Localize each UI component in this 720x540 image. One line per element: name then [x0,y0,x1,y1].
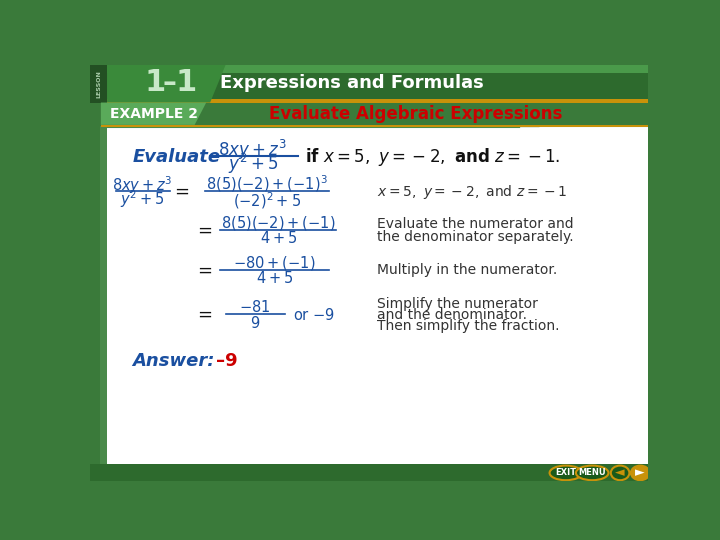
Text: =: = [197,306,212,324]
Text: $9$: $9$ [250,315,260,330]
Text: if $x = 5,\ y = -2,$ and $z = -1.$: if $x = 5,\ y = -2,$ and $z = -1.$ [305,146,560,168]
Text: MENU: MENU [578,468,606,477]
Text: $-81$: $-81$ [239,299,271,315]
Text: Then simplify the fraction.: Then simplify the fraction. [377,319,559,333]
Ellipse shape [631,465,649,480]
FancyBboxPatch shape [90,65,648,100]
Text: LESSON: LESSON [96,70,101,98]
Polygon shape [524,127,648,467]
FancyBboxPatch shape [90,467,648,481]
Text: $8(5)(-2)+(-1)$: $8(5)(-2)+(-1)$ [221,214,336,232]
FancyBboxPatch shape [90,99,648,103]
Text: $y^2 + 5$: $y^2 + 5$ [120,188,165,210]
FancyBboxPatch shape [101,127,107,467]
Polygon shape [107,65,225,103]
FancyBboxPatch shape [101,127,628,467]
Text: Multiply in the numerator.: Multiply in the numerator. [377,264,557,278]
FancyBboxPatch shape [101,125,648,127]
Text: $-80+(-1)$: $-80+(-1)$ [233,254,315,272]
Polygon shape [520,127,648,464]
Text: $\mathbf{1}$: $\mathbf{1}$ [144,68,166,97]
Text: $y^2 + 5$: $y^2 + 5$ [228,152,278,176]
Text: $\mathbf{1}$: $\mathbf{1}$ [175,68,197,97]
Ellipse shape [549,465,582,480]
Text: $4 + 5$: $4 + 5$ [260,230,297,246]
Text: $8(5)(-2)+(-1)^3$: $8(5)(-2)+(-1)^3$ [206,173,328,194]
Text: $(-2)^2 + 5$: $(-2)^2 + 5$ [233,190,301,211]
Text: Simplify the numerator: Simplify the numerator [377,297,538,311]
Text: ►: ► [636,467,645,480]
Text: and the denominator.: and the denominator. [377,308,527,322]
Text: $4 + 5$: $4 + 5$ [256,270,293,286]
Ellipse shape [611,465,629,480]
Text: EXIT: EXIT [555,468,576,477]
Text: the denominator separately.: the denominator separately. [377,230,573,244]
Text: ◄: ◄ [616,467,625,480]
FancyBboxPatch shape [101,103,648,125]
Text: Evaluate Algebraic Expressions: Evaluate Algebraic Expressions [269,105,562,123]
Text: $x = 5,\ y = -2,$ and $z = -1$: $x = 5,\ y = -2,$ and $z = -1$ [377,183,567,201]
Text: =: = [197,221,212,239]
FancyBboxPatch shape [90,65,648,72]
Text: EXAMPLE 2: EXAMPLE 2 [109,107,197,121]
Text: Evaluate the numerator and: Evaluate the numerator and [377,217,573,231]
Polygon shape [101,103,206,125]
Text: Expressions and Formulas: Expressions and Formulas [220,73,484,91]
FancyBboxPatch shape [90,464,648,467]
Text: $8xy + z^3$: $8xy + z^3$ [112,174,173,196]
Text: =: = [197,261,212,279]
Text: –: – [162,69,176,97]
Text: =: = [174,183,189,201]
FancyBboxPatch shape [90,464,648,481]
Text: Evaluate: Evaluate [132,148,221,166]
Text: Answer:: Answer: [132,352,215,370]
Text: or $-9$: or $-9$ [293,307,336,323]
Ellipse shape [576,465,608,480]
FancyBboxPatch shape [90,65,107,103]
Text: $8xy + z^3$: $8xy + z^3$ [218,138,287,163]
Text: –9: –9 [215,352,237,370]
